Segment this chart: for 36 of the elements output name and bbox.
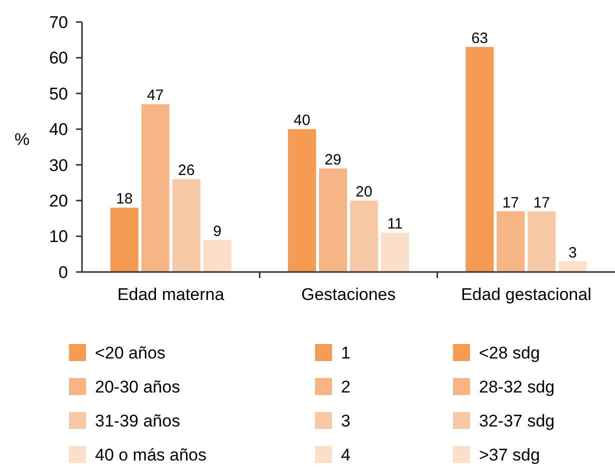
y-tick-label: 50: [49, 84, 68, 104]
data-label: 20: [356, 184, 372, 201]
x-tick-label: Edad gestacional: [460, 285, 592, 304]
data-label: 3: [568, 244, 577, 262]
y-tick-label: 0: [58, 262, 68, 282]
x-tick-label: Gestaciones: [301, 285, 396, 304]
data-label: 40: [294, 112, 310, 130]
data-label: 47: [146, 87, 164, 104]
legend-label: <28 sdg: [479, 343, 540, 362]
y-tick-label: 70: [49, 12, 68, 32]
data-label: 17: [502, 194, 520, 212]
legend-label: 28-32 sdg: [479, 377, 555, 396]
legend-label: 40 o más años: [95, 445, 207, 464]
data-label: 18: [116, 190, 133, 208]
y-tick-label: 20: [49, 192, 68, 211]
legend-label: 4: [341, 445, 350, 464]
legend-label: 32-37 sdg: [479, 411, 555, 430]
y-tick-label: 10: [49, 227, 68, 246]
legend-label: 2: [341, 377, 350, 396]
data-label: 17: [533, 194, 550, 212]
y-tick-label: 60: [49, 48, 68, 68]
legend-label: 31-39 años: [95, 411, 180, 430]
data-label: 29: [324, 151, 342, 168]
data-label: 26: [178, 162, 195, 180]
x-tick-label: Edad materna: [117, 285, 225, 304]
legend-label: >37 sdg: [479, 445, 540, 464]
y-tick-label: 40: [49, 120, 68, 140]
legend-label: 20-30 años: [95, 377, 180, 396]
legend-label: 1: [341, 343, 350, 362]
legend-label: <20 años: [95, 343, 166, 362]
y-tick-label: 30: [49, 156, 68, 175]
data-label: 9: [213, 222, 222, 240]
y-axis-title: %: [14, 130, 30, 149]
legend-label: 3: [341, 411, 350, 430]
data-label: 11: [387, 216, 403, 233]
data-label: 63: [471, 30, 488, 47]
